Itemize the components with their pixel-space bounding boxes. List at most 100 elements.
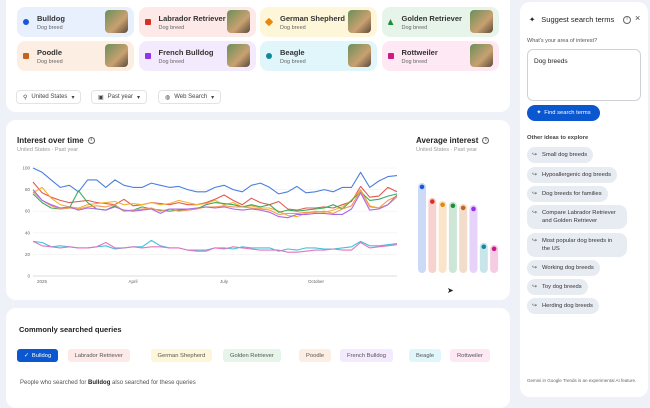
property-label: Web Search — [174, 94, 208, 100]
series-line-labrador-retriever — [32, 181, 398, 211]
y-tick-label: 100 — [22, 166, 30, 171]
series-line-golden-retriever — [32, 190, 398, 213]
disclaimer: Gemini in Google Trends is an experiment… — [527, 378, 637, 383]
suggest-header: ✦ Suggest search terms — [529, 15, 615, 24]
query-chip[interactable]: Golden Retriever — [223, 349, 281, 362]
dog-photo — [348, 10, 371, 33]
diamond-marker-icon — [264, 17, 274, 27]
term-type: Dog breed — [37, 58, 63, 65]
average-bar — [428, 197, 437, 273]
series-line-german-shepherd — [32, 186, 398, 218]
location-filter[interactable]: ⚲ United States ▾ — [16, 90, 82, 104]
dropdown-arrow-icon: ▾ — [71, 94, 75, 101]
close-icon[interactable]: × — [635, 13, 641, 23]
average-bar — [490, 244, 499, 273]
term-card[interactable]: French Bulldog Dog breed — [138, 41, 256, 71]
average-marker — [430, 199, 435, 204]
interest-line-chart[interactable]: 0 20 40 60 80 100 2025 April July October — [6, 120, 510, 300]
x-tick-label: July — [220, 279, 229, 284]
term-type: Dog breed — [280, 24, 306, 31]
mouse-cursor-icon: ➤ — [447, 286, 454, 295]
dog-photo — [469, 44, 493, 67]
location-label: United States — [31, 94, 68, 100]
square-marker-icon — [144, 19, 151, 25]
dog-photo — [105, 44, 128, 67]
query-chip[interactable]: Labrador Retriever — [67, 349, 130, 362]
term-name: Beagle — [280, 47, 305, 57]
time-filter[interactable]: ▣ Past year ▾ — [91, 90, 148, 104]
term-name: Rottweiler — [401, 47, 438, 57]
series-line-poodle — [32, 190, 398, 215]
average-title: Average interest i — [416, 136, 490, 145]
term-type: Dog breed — [280, 58, 306, 65]
idea-chip[interactable]: Most popular dog breeds in the US — [527, 233, 627, 257]
query-chip[interactable]: French Bulldog — [340, 349, 393, 362]
question-label: What's your area of interest? — [527, 38, 598, 44]
term-card[interactable]: Labrador Retriever Dog breed — [138, 7, 256, 37]
query-chip[interactable]: Beagle — [409, 349, 442, 362]
bulb-icon: ✦ — [536, 110, 542, 116]
square-marker-icon — [387, 53, 394, 59]
circle-marker-icon — [23, 19, 29, 25]
idea-chip[interactable]: Dog breeds for families — [527, 186, 608, 202]
term-name: Poodle — [37, 47, 63, 57]
dog-photo — [469, 10, 493, 33]
query-chip[interactable]: Rottweiler — [450, 349, 490, 362]
term-name: Labrador Retriever — [158, 13, 226, 23]
average-marker — [481, 244, 487, 250]
idea-chip[interactable]: Toy dog breeds — [527, 279, 588, 295]
check-icon: ✓ — [24, 352, 29, 359]
series-line-rottweiler — [32, 240, 398, 253]
interest-title: Interest over time i — [17, 136, 95, 145]
y-tick-label: 40 — [25, 230, 31, 235]
idea-chip[interactable]: Hypoallergenic dog breeds — [527, 167, 617, 183]
ideas-title: Other ideas to explore — [527, 135, 589, 141]
average-marker — [460, 205, 466, 211]
triangle-marker-icon — [387, 19, 394, 25]
calendar-icon: ▣ — [98, 94, 104, 101]
info-icon[interactable]: i — [623, 16, 631, 24]
query-chip[interactable]: ✓ Bulldog — [17, 349, 59, 362]
idea-chip[interactable]: Compare Labrador Retriever and Golden Re… — [527, 205, 627, 229]
interest-subtitle: United States · Past year — [17, 147, 79, 153]
average-subtitle: United States · Past year — [416, 147, 478, 153]
dog-photo — [226, 44, 250, 67]
globe-icon: ◍ — [165, 94, 171, 101]
term-card[interactable]: Golden Retriever Dog breed — [381, 7, 499, 37]
compare-terms-panel: Bulldog Dog breed Labrador Retriever Dog br… — [6, 0, 510, 112]
interest-input[interactable]: Dog breeds — [527, 49, 641, 101]
tag-marker-icon — [144, 53, 151, 59]
average-bar — [418, 182, 426, 273]
term-card[interactable]: Bulldog Dog breed — [17, 7, 134, 37]
term-type: Dog breed — [401, 58, 428, 65]
term-card[interactable]: Poodle Dog breed — [17, 41, 134, 71]
dropdown-arrow-icon: ▾ — [137, 94, 141, 101]
query-chip[interactable]: German Shepherd — [150, 349, 213, 362]
find-search-terms-button[interactable]: ✦ Find search terms — [527, 105, 600, 121]
series-line-french-bulldog — [32, 189, 398, 219]
term-card[interactable]: Beagle Dog breed — [260, 41, 377, 71]
term-card[interactable]: German Shepherd Dog breed — [260, 7, 377, 37]
query-chip[interactable]: Poodle — [299, 349, 332, 362]
idea-chip[interactable]: Herding dog breeds — [527, 298, 599, 314]
queries-title: Commonly searched queries — [19, 325, 122, 334]
interest-chart-card: Interest over time i United States · Past… — [6, 120, 510, 300]
term-name: French Bulldog — [158, 47, 214, 57]
average-marker — [450, 203, 456, 209]
location-pin-icon: ⚲ — [23, 94, 28, 101]
info-icon[interactable]: i — [87, 137, 95, 145]
term-name: Bulldog — [37, 13, 65, 23]
y-tick-label: 80 — [25, 187, 31, 192]
average-bar — [469, 204, 478, 273]
term-name: Golden Retriever — [401, 13, 462, 23]
term-type: Dog breed — [158, 58, 185, 65]
idea-chip[interactable]: Working dog breeds — [527, 260, 600, 276]
idea-chip[interactable]: Small dog breeds — [527, 147, 594, 163]
average-marker — [491, 246, 497, 252]
info-icon[interactable]: i — [482, 137, 490, 145]
term-card[interactable]: Rottweiler Dog breed — [381, 41, 499, 71]
average-marker — [440, 202, 445, 208]
property-filter[interactable]: ◍ Web Search ▾ — [158, 90, 222, 104]
y-tick-label: 0 — [27, 274, 30, 279]
average-bar — [459, 203, 468, 273]
